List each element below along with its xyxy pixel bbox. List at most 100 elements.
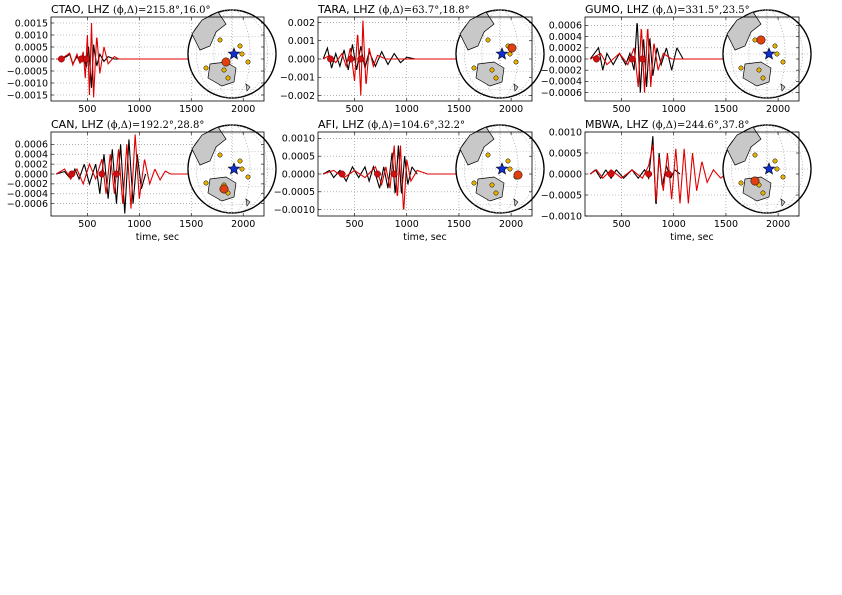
x-tick-label: 2000 xyxy=(231,104,255,115)
y-tick-label: −0.0004 xyxy=(7,189,48,200)
station-dot xyxy=(493,190,499,196)
chart-title-azimuth-distance: (ϕ,Δ)=244.6°,37.8° xyxy=(652,120,749,131)
y-tick-label: −0.0006 xyxy=(7,199,48,210)
phase-marker-3 xyxy=(82,55,90,63)
inset-globe-map xyxy=(722,124,812,214)
x-tick-label: 2000 xyxy=(499,104,523,115)
globe-meridian xyxy=(731,124,803,214)
land-nz xyxy=(780,83,786,92)
station-dot xyxy=(237,43,243,49)
station-dot xyxy=(780,174,786,180)
event-star xyxy=(495,162,509,175)
y-tick-label: −0.0010 xyxy=(274,205,315,216)
station-dot xyxy=(471,65,477,71)
station-dot xyxy=(507,166,513,172)
inset-globe-map xyxy=(455,9,545,99)
inset-globe-map xyxy=(455,124,545,214)
y-tick-label: 0.0002 xyxy=(15,159,48,170)
x-tick-label: 1500 xyxy=(447,219,471,230)
globe-meridian xyxy=(731,9,803,99)
chart-title-station: CAN, LHZ xyxy=(51,118,107,131)
x-axis-label: time, sec xyxy=(670,232,714,243)
chart-panel-2: 500 1000 1500 2000 0.002 0.001 0.000 −0.001 −0.0… xyxy=(280,3,545,115)
phase-marker-2 xyxy=(374,170,381,178)
station-dot xyxy=(489,67,495,73)
y-tick-label: −0.002 xyxy=(280,91,315,102)
land-asia xyxy=(726,126,762,166)
chart-title: CTAO, LHZ (ϕ,Δ)=215.8°,16.0° xyxy=(51,3,210,16)
station-dot xyxy=(760,75,766,81)
highlighted-station xyxy=(219,184,229,194)
y-tick-label: 0.0006 xyxy=(15,140,48,151)
x-tick-label: 1000 xyxy=(127,104,151,115)
station-dot xyxy=(738,180,744,186)
phase-marker-2 xyxy=(347,55,355,63)
globe-meridian xyxy=(481,9,519,99)
x-tick-label: 1000 xyxy=(662,104,686,115)
x-tick-label: 2000 xyxy=(766,219,790,230)
event-star xyxy=(762,47,776,60)
chart-title-station: CTAO, LHZ xyxy=(51,3,113,16)
chart-title-station: GUMO, LHZ xyxy=(585,3,652,16)
globe-meridian xyxy=(464,124,536,214)
station-dot xyxy=(756,67,762,73)
land-nz xyxy=(513,198,519,207)
x-tick-label: 1500 xyxy=(179,219,203,230)
x-tick-label: 1000 xyxy=(127,219,151,230)
station-dot xyxy=(774,51,780,57)
y-tick-label: 0.0005 xyxy=(15,42,48,53)
chart-title-azimuth-distance: (ϕ,Δ)=63.7°,18.8° xyxy=(379,5,470,16)
globe-meridian xyxy=(196,124,268,214)
land-asia xyxy=(459,11,495,51)
chart-title: GUMO, LHZ (ϕ,Δ)=331.5°,23.5° xyxy=(585,3,750,16)
event-star xyxy=(495,47,509,60)
y-tick-label: 0.000 xyxy=(288,54,315,65)
station-dot xyxy=(245,174,251,180)
phase-marker-3 xyxy=(357,55,365,63)
y-tick-label: −0.0005 xyxy=(7,66,48,77)
y-tick-label: 0.0000 xyxy=(15,169,48,180)
y-tick-label: −0.0002 xyxy=(541,66,582,77)
phase-marker-2 xyxy=(645,170,653,178)
chart-title: CAN, LHZ (ϕ,Δ)=192.2°,28.8° xyxy=(51,118,204,131)
station-dot xyxy=(471,180,477,186)
chart-title-azimuth-distance: (ϕ,Δ)=331.5°,23.5° xyxy=(652,5,749,16)
station-dot xyxy=(772,158,778,164)
chart-title-station: AFI, LHZ xyxy=(318,118,368,131)
highlighted-station xyxy=(513,170,523,180)
station-dot xyxy=(217,37,223,43)
y-tick-label: 0.0000 xyxy=(15,54,48,65)
station-dot xyxy=(485,152,491,158)
station-dot xyxy=(493,75,499,81)
x-tick-label: 500 xyxy=(78,219,96,230)
station-dot xyxy=(203,65,209,71)
y-tick-label: −0.0002 xyxy=(7,179,48,190)
highlighted-station xyxy=(750,176,760,186)
inset-globe-map xyxy=(722,9,812,99)
globe-meridian xyxy=(464,9,536,99)
y-tick-label: 0.0010 xyxy=(549,127,582,138)
y-tick-label: 0.0004 xyxy=(549,32,582,43)
y-tick-label: −0.001 xyxy=(280,73,315,84)
phase-marker-3 xyxy=(113,170,120,178)
chart-title-azimuth-distance: (ϕ,Δ)=104.6°,32.2° xyxy=(368,120,465,131)
x-tick-label: 500 xyxy=(612,104,630,115)
y-tick-label: 0.0004 xyxy=(15,150,48,161)
phase-marker-3 xyxy=(390,170,398,178)
inset-globe-map xyxy=(187,124,277,214)
phase-marker-2 xyxy=(628,55,636,63)
station-dot xyxy=(217,152,223,158)
land-nz xyxy=(245,83,251,92)
chart-panel-1: 500 1000 1500 20000.00150.00100.00050.0000−… xyxy=(7,3,277,115)
y-tick-label: −0.0010 xyxy=(541,211,582,222)
y-tick-label: 0.0010 xyxy=(15,30,48,41)
x-tick-label: 500 xyxy=(345,104,363,115)
phase-marker-1 xyxy=(607,170,615,178)
chart-title-azimuth-distance: (ϕ,Δ)=192.2°,28.8° xyxy=(107,120,204,131)
y-tick-label: −0.0004 xyxy=(541,77,582,88)
globe-meridian xyxy=(196,9,268,99)
chart-title: TARA, LHZ (ϕ,Δ)=63.7°,18.8° xyxy=(317,3,470,16)
chart-panel-5: 500 1000 1500 2000 0.0010 0.0005 0.0000 −0.0005… xyxy=(274,118,545,243)
chart-title: AFI, LHZ (ϕ,Δ)=104.6°,32.2° xyxy=(318,118,465,131)
